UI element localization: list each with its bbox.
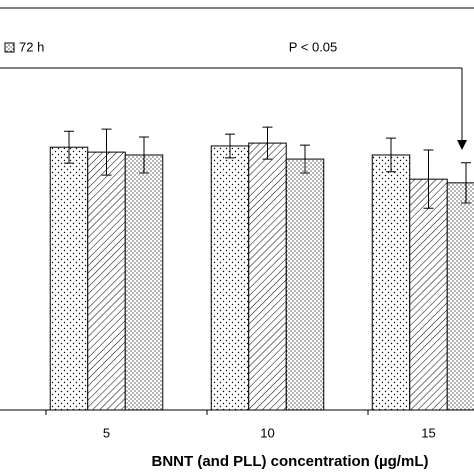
bar <box>446 182 474 411</box>
bar <box>371 154 411 411</box>
error-bar <box>262 126 273 160</box>
error-bar <box>64 130 74 164</box>
bar <box>124 154 164 411</box>
annotation: P < 0.05 <box>289 39 338 54</box>
error-bar <box>461 162 471 204</box>
error-bar <box>423 149 434 209</box>
error-bar <box>139 136 149 174</box>
error-bar <box>386 137 396 173</box>
error-bar <box>225 133 235 159</box>
x-tick-label: 15 <box>421 425 435 440</box>
bar <box>248 142 287 411</box>
bar <box>49 146 89 411</box>
bar <box>210 145 250 411</box>
bar <box>409 178 448 411</box>
error-bar <box>101 128 112 176</box>
legend-swatch <box>4 42 15 53</box>
legend-label: 72 h <box>19 39 44 54</box>
bar <box>87 151 126 411</box>
x-tick-label: 5 <box>103 425 110 440</box>
arrow-head <box>457 140 467 150</box>
error-bar <box>300 144 310 174</box>
bar <box>285 158 325 411</box>
x-axis-label: BNNT (and PLL) concentration (µg/mL) <box>152 453 429 470</box>
x-tick-label: 10 <box>260 425 274 440</box>
